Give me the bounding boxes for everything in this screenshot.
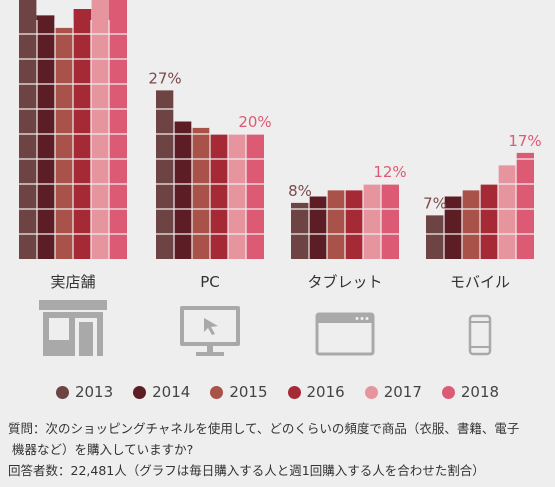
monitor-icon xyxy=(180,306,240,356)
data-label: 8% xyxy=(288,182,312,200)
legend-label: 2015 xyxy=(229,383,268,401)
bar-top-mask xyxy=(344,0,364,191)
bar-モバイル-2015 xyxy=(462,190,480,259)
bar-PC-2015 xyxy=(192,127,210,259)
category-labels-group: 実店舗 PC タブレット モバイル xyxy=(50,273,510,291)
bar-モバイル-2013 xyxy=(426,215,444,259)
data-label: 17% xyxy=(508,132,541,150)
bar-PC-2013 xyxy=(156,90,174,259)
bar-実店舗-2017 xyxy=(91,0,109,259)
bar-top-mask xyxy=(326,0,346,191)
legend-label: 2018 xyxy=(460,383,500,401)
legend-label: 2013 xyxy=(74,383,114,401)
bar-top-mask xyxy=(380,0,400,184)
legend-item-2018: 2018 xyxy=(441,383,500,401)
bar-タブレット-2018 xyxy=(381,184,399,259)
legend-item-2015: 2015 xyxy=(210,383,268,401)
legend-dot xyxy=(287,385,301,399)
data-label: 7% xyxy=(423,194,447,212)
bar-top-mask xyxy=(461,0,481,191)
data-label: 20% xyxy=(238,113,271,131)
browser-window-icon xyxy=(315,312,375,356)
legend-label: 2017 xyxy=(383,383,422,401)
bar-top-mask xyxy=(36,0,56,16)
respondents-line: 回答者数：22,481人（グラフは毎日購入する人と週1回購入する人を合わせた割合… xyxy=(8,463,485,478)
category-label-0: 実店舗 xyxy=(50,273,95,291)
bar-実店舗-2013 xyxy=(19,0,37,259)
legend-item-2016: 2016 xyxy=(287,383,345,401)
bar-PC-2018 xyxy=(246,134,264,259)
bar-top-mask xyxy=(209,0,229,134)
bar-PC-2014 xyxy=(174,121,192,259)
category-label-3: モバイル xyxy=(450,273,510,291)
data-labels-group: 42%44%27%20%8%12%7%17% xyxy=(148,69,541,212)
bar-grid-lines xyxy=(19,0,535,259)
question-line-1: 質問：次のショッピングチャネルを使用して、どのくらいの頻度で商品（衣服、書籍、電… xyxy=(8,421,520,436)
channel-icons-group xyxy=(39,300,492,356)
store-icon xyxy=(39,300,107,356)
bar-PC-2017 xyxy=(228,134,246,259)
bar-top-mask xyxy=(54,0,74,28)
bar-top-mask xyxy=(173,0,193,122)
bar-top-mask xyxy=(443,0,463,197)
bar-タブレット-2013 xyxy=(291,202,309,259)
bar-タブレット-2014 xyxy=(309,196,327,259)
bar-top-mask xyxy=(245,0,265,134)
bar-実店舗-2014 xyxy=(37,15,55,259)
legend-dot xyxy=(133,385,147,399)
bar-top-mask xyxy=(72,0,92,9)
bar-top-mask xyxy=(362,0,382,184)
legend-label: 2014 xyxy=(152,383,191,401)
survey-note: 質問：次のショッピングチャネルを使用して、どのくらいの頻度で商品（衣服、書籍、電… xyxy=(8,418,550,481)
bar-top-mask xyxy=(155,0,175,91)
question-line-2: 機器など）を購入していますか? xyxy=(12,442,194,457)
data-label: 27% xyxy=(148,69,181,87)
bar-top-mask xyxy=(191,0,211,128)
bar-top-mask xyxy=(515,0,535,153)
legend-dot xyxy=(55,385,69,399)
bar-モバイル-2018 xyxy=(516,152,534,259)
legend-item-2014: 2014 xyxy=(133,383,190,401)
bar-top-mask xyxy=(308,0,328,197)
bar-top-mask xyxy=(290,0,310,203)
category-label-2: タブレット xyxy=(307,273,382,291)
bar-top-mask xyxy=(227,0,247,134)
legend-dot xyxy=(364,385,378,399)
bar-top-mask xyxy=(425,0,445,216)
legend-dot xyxy=(210,385,224,399)
bar-PC-2016 xyxy=(210,134,228,259)
bar-モバイル-2016 xyxy=(480,184,498,259)
bar-モバイル-2014 xyxy=(444,196,462,259)
legend-item-2013: 2013 xyxy=(55,383,114,401)
smartphone-icon xyxy=(468,314,492,356)
bar-モバイル-2017 xyxy=(498,165,516,259)
legend-item-2017: 2017 xyxy=(364,383,422,401)
data-label: 12% xyxy=(373,163,406,181)
bar-タブレット-2017 xyxy=(363,184,381,259)
bar-top-mask xyxy=(497,0,517,166)
legend: 2013 2014 2015 2016 2017 2018 xyxy=(0,383,555,401)
legend-dot xyxy=(441,385,455,399)
bar-タブレット-2015 xyxy=(327,190,345,259)
bar-実店舗-2015 xyxy=(55,27,73,259)
bar-タブレット-2016 xyxy=(345,190,363,259)
legend-label: 2016 xyxy=(306,383,345,401)
category-label-1: PC xyxy=(200,273,220,291)
bar-top-mask xyxy=(479,0,499,184)
bar-実店舗-2018 xyxy=(109,0,127,259)
